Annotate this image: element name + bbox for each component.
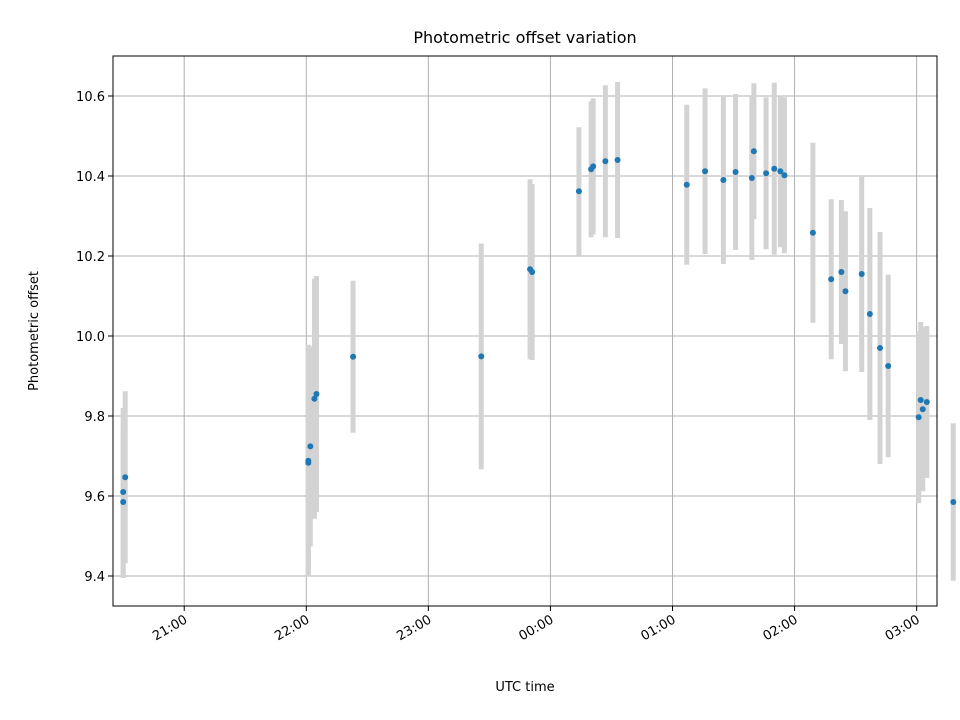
data-point — [305, 457, 312, 464]
y-tick-label: 10.2 — [76, 250, 105, 265]
data-point — [917, 397, 924, 403]
data-point — [781, 172, 788, 179]
y-tick-label: 9.4 — [84, 570, 105, 585]
data-point — [809, 229, 816, 236]
y-axis-label: Photometric offset — [27, 271, 42, 391]
data-point — [858, 271, 865, 277]
data-point — [602, 158, 609, 165]
plot-frame — [112, 55, 938, 607]
data-point — [122, 474, 129, 481]
chart-title: Photometric offset variation — [413, 28, 636, 47]
data-point — [828, 276, 835, 283]
data-point — [590, 163, 597, 170]
grid-lines — [113, 56, 937, 606]
data-point — [885, 363, 892, 369]
data-point — [683, 181, 690, 188]
data-point — [771, 165, 778, 172]
data-point — [842, 288, 849, 295]
data-point — [915, 414, 922, 421]
data-point — [748, 175, 755, 181]
data-point — [575, 188, 582, 195]
data-point — [923, 399, 930, 405]
data-point — [877, 345, 884, 351]
data-point — [313, 391, 320, 397]
y-tick-label: 9.8 — [84, 410, 105, 425]
data-point — [529, 269, 536, 275]
x-axis-label: UTC time — [495, 680, 554, 695]
y-tick-label: 10.6 — [76, 90, 105, 105]
data-point — [478, 353, 485, 360]
data-points — [120, 148, 957, 505]
data-point — [750, 148, 757, 155]
data-point — [720, 177, 727, 183]
data-point — [307, 443, 314, 450]
data-point — [950, 499, 957, 505]
data-point — [732, 169, 739, 175]
y-tick-label: 10.4 — [76, 170, 105, 185]
data-point — [120, 499, 127, 505]
data-point — [866, 311, 873, 317]
data-point — [777, 168, 784, 175]
data-point — [311, 395, 318, 402]
data-point — [350, 353, 357, 360]
data-point — [120, 489, 127, 495]
y-tick-label: 10.0 — [76, 330, 105, 345]
data-point — [702, 168, 709, 175]
y-axis-ticks: 9.4 9.6 9.8 10.0 10.2 10.4 10.6 — [76, 90, 113, 585]
y-tick-label: 9.6 — [84, 490, 105, 505]
data-point — [838, 269, 845, 275]
data-point — [763, 170, 770, 177]
data-point — [614, 157, 621, 163]
data-point — [919, 406, 926, 413]
